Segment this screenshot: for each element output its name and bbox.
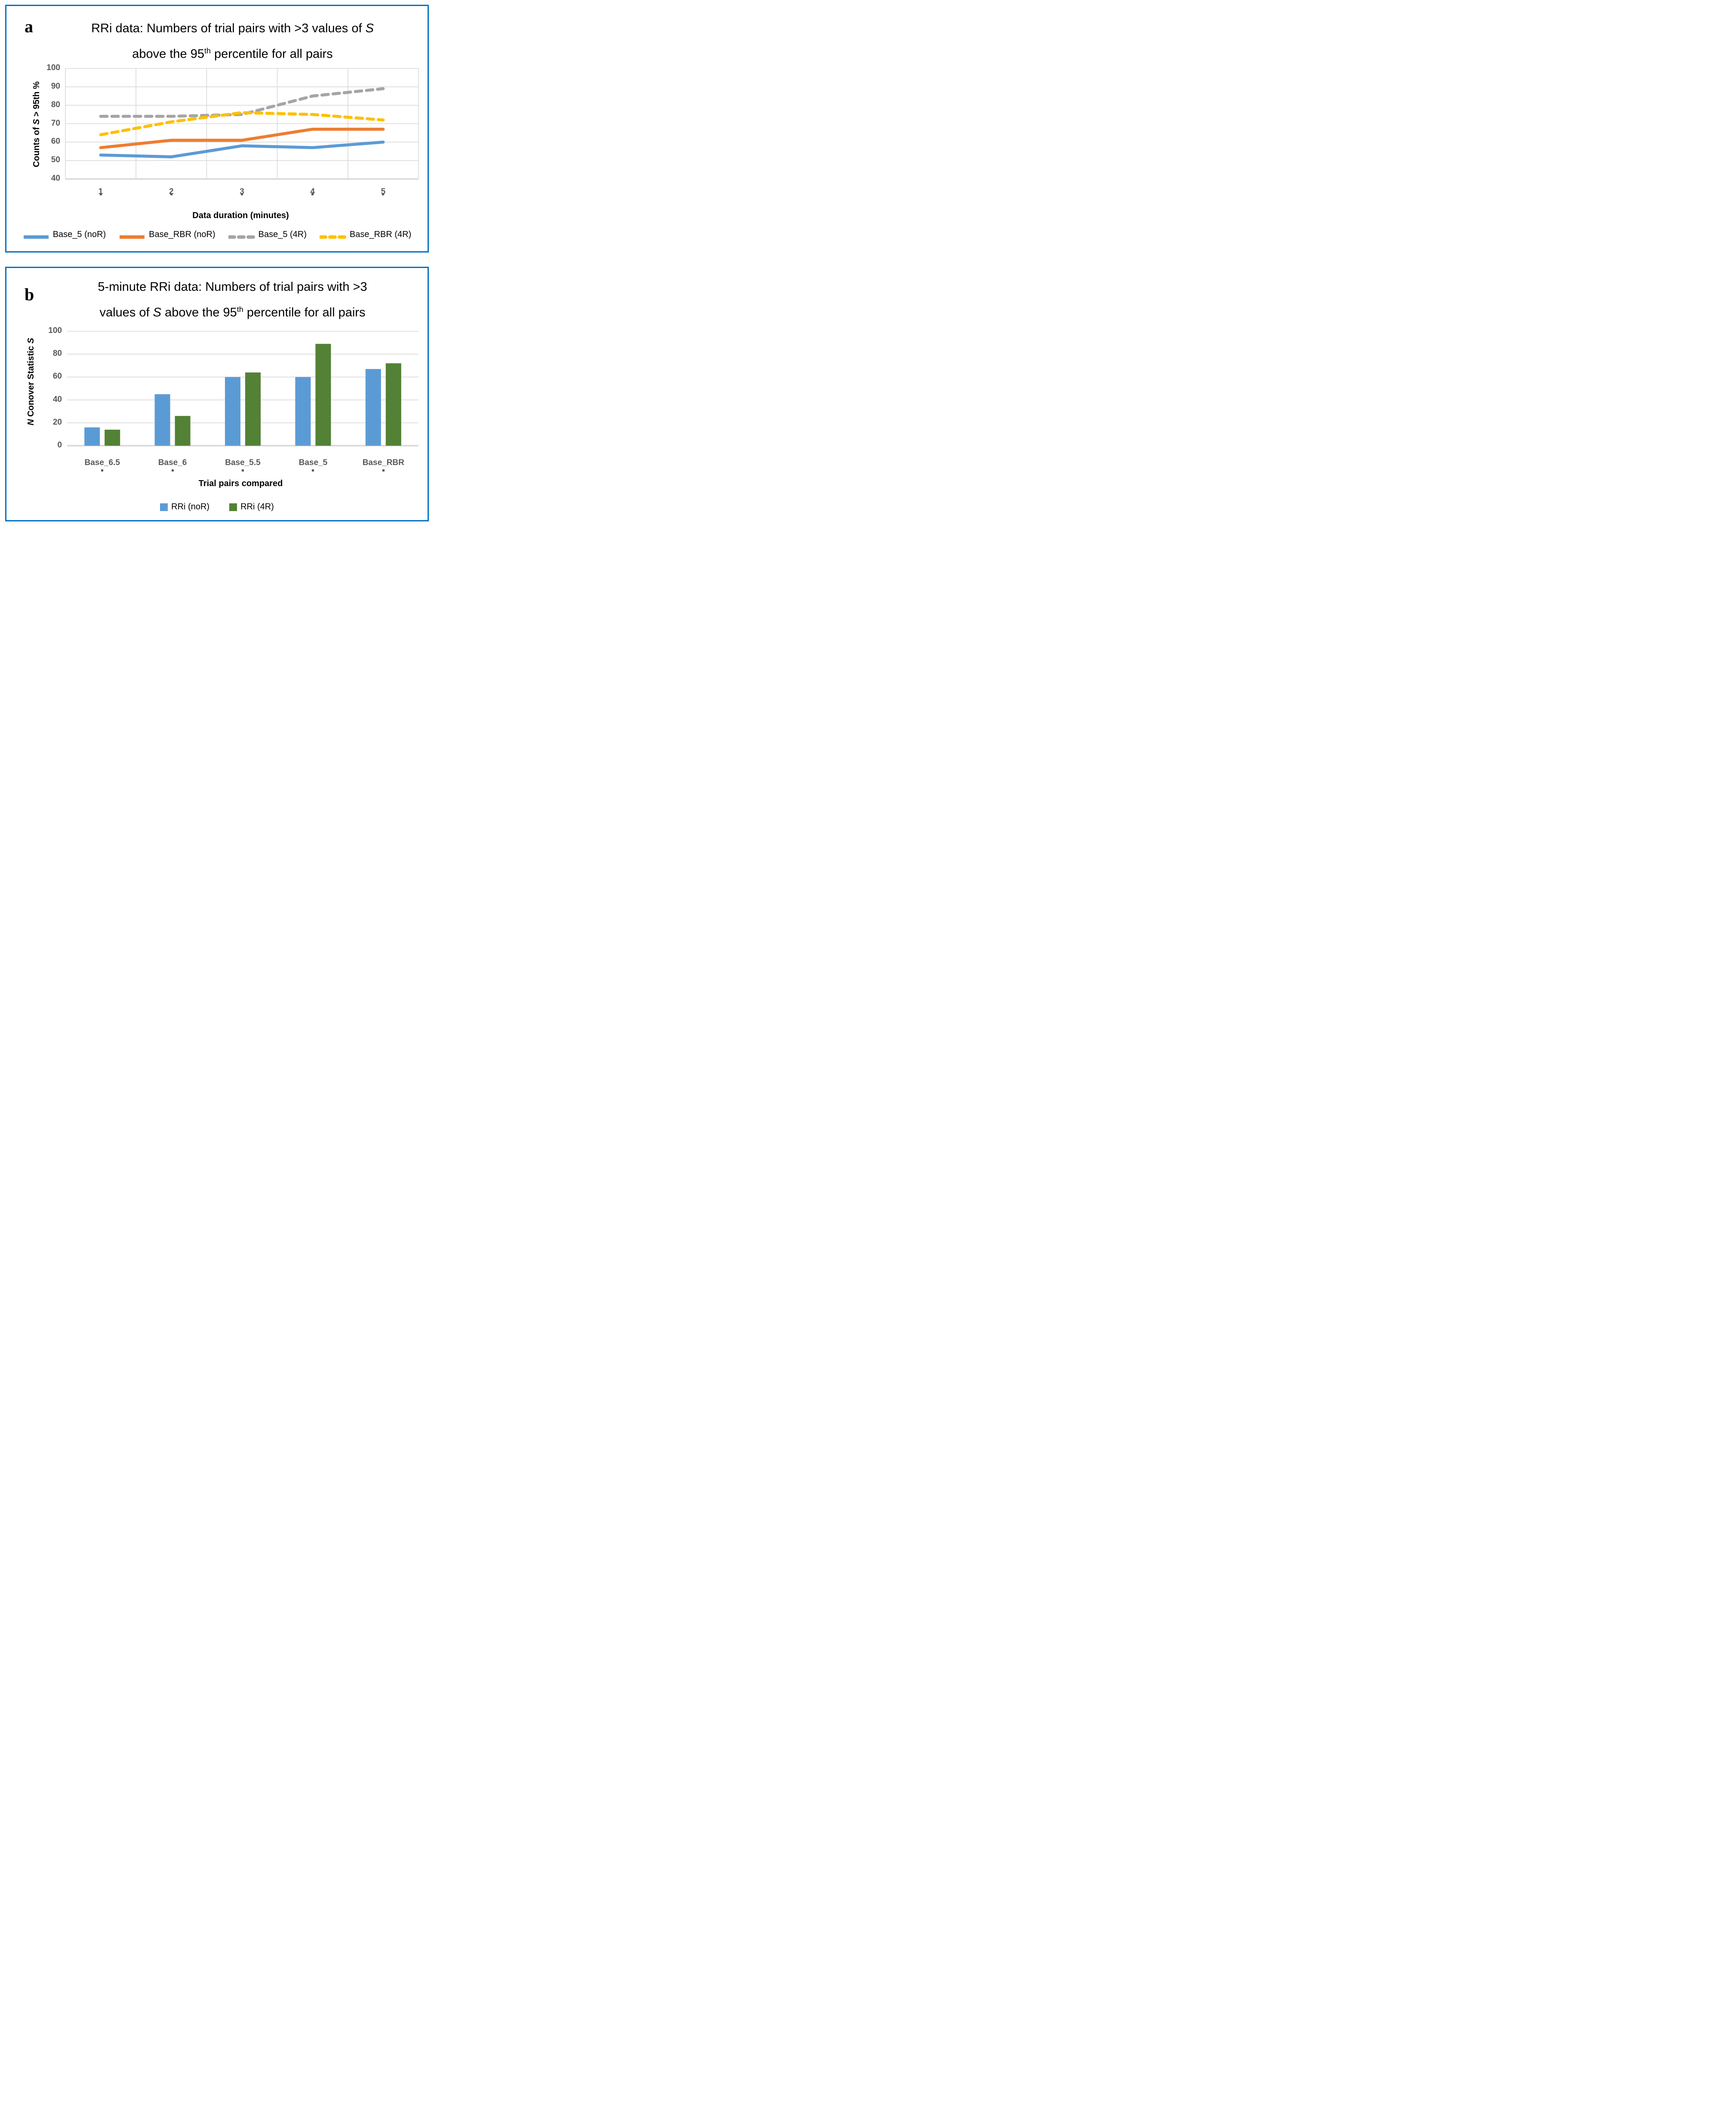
legend-a: Base_5 (noR) Base_RBR (noR) Base_5 (4R) … xyxy=(6,230,428,240)
tick-label: Base_5.5 xyxy=(225,458,261,467)
bar xyxy=(385,363,401,446)
tick-label: Base_5 xyxy=(299,458,328,467)
legend-item-base5-4r: Base_5 (4R) xyxy=(227,230,307,240)
panel-a-line-chart: a RRi data: Numbers of trial pairs with … xyxy=(5,5,429,253)
plot-svg xyxy=(67,331,419,447)
legend-label: RRi (4R) xyxy=(240,502,274,512)
bar xyxy=(105,429,120,446)
axis-tick-mark xyxy=(242,469,244,472)
tick-label: 60 xyxy=(52,372,62,381)
legend-b: RRi (noR) RRi (4R) xyxy=(6,502,428,512)
tick-label: 80 xyxy=(51,100,60,109)
legend-label: Base_RBR (4R) xyxy=(349,230,412,239)
panel-b-title: 5-minute RRi data: Numbers of trial pair… xyxy=(41,276,424,324)
tick-label: 60 xyxy=(51,137,60,146)
tick-label: 3 xyxy=(240,187,244,196)
title-text: percentile for all pairs xyxy=(243,305,366,320)
tick-label: 40 xyxy=(52,394,62,404)
line-sample-yellow-dashed xyxy=(318,232,347,239)
title-text: percentile for all pairs xyxy=(211,47,333,61)
bar xyxy=(365,369,381,446)
panel-a-title-line2: above the 95th percentile for all pairs xyxy=(41,40,424,65)
title-italic-s: S xyxy=(365,22,374,35)
axis-tick-mark xyxy=(382,469,385,472)
tick-label: 100 xyxy=(46,63,60,72)
panel-a-label: a xyxy=(25,17,33,36)
axis-tick-mark xyxy=(99,193,102,195)
line-series xyxy=(99,127,385,149)
legend-item-rri-4r: RRi (4R) xyxy=(229,502,274,512)
bar xyxy=(295,377,311,446)
axis-tick-mark xyxy=(170,193,172,195)
title-text: above the 95 xyxy=(161,305,237,320)
tick-label: 80 xyxy=(52,349,62,358)
plot-svg xyxy=(65,68,419,180)
tick-label: 4 xyxy=(310,187,315,196)
axis-tick-mark xyxy=(311,193,314,195)
line-series xyxy=(99,140,385,159)
line-sample-gray-dashed xyxy=(227,232,256,239)
legend-item-baserbr-4r: Base_RBR (4R) xyxy=(318,230,412,240)
line-sample-blue-solid xyxy=(23,232,49,239)
title-superscript: th xyxy=(204,46,211,55)
panel-a-title: RRi data: Numbers of trial pairs with >3… xyxy=(41,17,424,65)
tick-label: 5 xyxy=(381,187,386,196)
bar-sample-blue xyxy=(160,503,168,511)
bar-plot-area: 0 20 40 60 80 100 Base_6.5 Base_6 Base_5.5 Base_5… xyxy=(6,268,428,520)
legend-label: Base_5 (4R) xyxy=(258,230,307,239)
tick-label: 1 xyxy=(98,187,103,196)
tick-label: Base_6.5 xyxy=(84,458,120,467)
axis-tick-mark xyxy=(241,193,243,195)
bar xyxy=(84,427,100,446)
tick-label: Base_RBR xyxy=(362,458,404,467)
axis-tick-mark xyxy=(171,469,174,472)
tick-label: 2 xyxy=(169,187,174,196)
panel-a-title-line1: RRi data: Numbers of trial pairs with >3… xyxy=(41,17,424,40)
bar xyxy=(175,416,191,446)
x-axis-title-b: Trial pairs compared xyxy=(198,479,283,488)
line-plot-area: 40 50 60 70 80 90 100 1 2 3 4 5 xyxy=(6,6,428,251)
legend-label: Base_5 (noR) xyxy=(52,230,106,239)
panel-b-label: b xyxy=(25,285,34,304)
axis-tick-mark xyxy=(382,193,385,195)
title-superscript: th xyxy=(237,305,243,314)
title-italic-s: S xyxy=(153,305,162,320)
tick-label: 50 xyxy=(51,155,60,165)
legend-label: RRi (noR) xyxy=(171,502,210,512)
line-sample-orange-solid xyxy=(119,232,145,239)
tick-label: 40 xyxy=(51,174,60,183)
panel-b-bar-chart: b 5-minute RRi data: Numbers of trial pa… xyxy=(5,267,429,521)
line-series xyxy=(99,111,385,136)
line-series xyxy=(99,87,385,118)
legend-item-base5-nor: Base_5 (noR) xyxy=(23,230,106,240)
title-text: values of xyxy=(99,305,153,320)
title-text: above the 95 xyxy=(132,47,204,61)
tick-label: Base_6 xyxy=(158,458,187,467)
bar-sample-green xyxy=(229,503,237,511)
bar xyxy=(245,372,261,446)
panel-b-title-line1: 5-minute RRi data: Numbers of trial pair… xyxy=(98,280,367,294)
axis-tick-mark xyxy=(312,469,314,472)
axis-tick-mark xyxy=(101,469,104,472)
tick-label: 90 xyxy=(51,81,60,91)
legend-item-rri-nor: RRi (noR) xyxy=(160,502,209,512)
bar xyxy=(315,344,331,446)
tick-label: 100 xyxy=(48,326,62,335)
tick-label: 70 xyxy=(51,118,60,128)
x-axis-title-a: Data duration (minutes) xyxy=(192,211,289,220)
title-text: RRi data: Numbers of trial pairs with >3… xyxy=(91,22,366,35)
legend-label: Base_RBR (noR) xyxy=(149,230,215,239)
tick-label: 20 xyxy=(52,417,62,427)
panel-b-title-line2: values of S above the 95th percentile fo… xyxy=(41,298,424,324)
bar xyxy=(154,394,170,446)
tick-label: 0 xyxy=(57,441,62,450)
bar xyxy=(225,377,240,446)
legend-item-baserbr-nor: Base_RBR (noR) xyxy=(119,230,215,240)
